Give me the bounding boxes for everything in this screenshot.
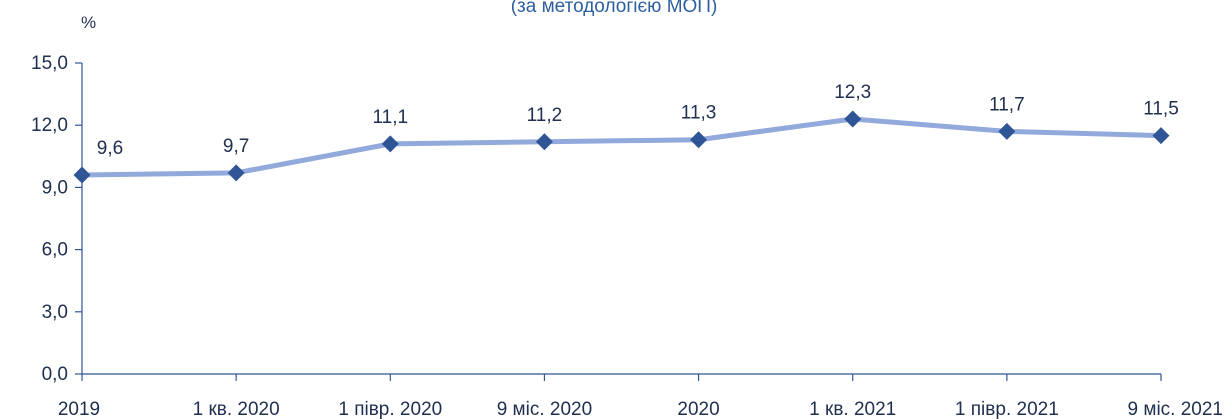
y-tick-label: 6,0 (42, 240, 68, 261)
data-point-marker (690, 131, 708, 149)
data-label: 11,3 (681, 103, 717, 124)
y-tick-label: 12,0 (31, 115, 68, 136)
data-label: 11,1 (372, 107, 408, 128)
x-tick-label: 1 півр. 2021 (955, 399, 1059, 419)
y-tick-label: 3,0 (42, 302, 68, 323)
data-point-marker (73, 166, 91, 184)
data-point-marker (227, 164, 245, 182)
x-tick-label: 2020 (677, 399, 719, 419)
y-tick-label: 9,0 (42, 177, 68, 198)
chart-title: (за методологією МОП) (511, 0, 718, 17)
data-label: 11,5 (1143, 99, 1179, 120)
x-tick-label: 1 кв. 2021 (809, 399, 896, 419)
x-tick-label: 1 кв. 2020 (193, 399, 280, 419)
y-tick-label: 0,0 (42, 364, 68, 385)
data-label: 11,7 (989, 94, 1025, 115)
data-point-marker (535, 133, 553, 151)
series-markers (73, 110, 1170, 184)
series-line (79, 116, 1164, 178)
data-labels: 9,6 9,7 11,1 11,2 11,3 12,3 11,7 11,5 (97, 82, 1179, 159)
y-axis: 0,0 3,0 6,0 9,0 12,0 15,0 (31, 53, 83, 385)
x-tick-label: 1 півр. 2020 (338, 399, 442, 419)
x-tick-label: 2019 (58, 399, 100, 419)
x-axis: 2019 1 кв. 2020 1 півр. 2020 9 міс. 2020 202… (58, 373, 1223, 419)
data-label: 9,6 (97, 138, 123, 159)
y-tick-label: 15,0 (31, 53, 68, 74)
data-label: 12,3 (834, 82, 871, 103)
x-tick-label: 9 міс. 2021 (1128, 399, 1223, 419)
x-tick-label: 9 міс. 2020 (497, 399, 592, 419)
series-line-group (79, 116, 1164, 178)
data-label: 11,2 (527, 105, 563, 126)
data-point-marker (1152, 127, 1170, 145)
data-label: 9,7 (223, 136, 249, 157)
data-point-marker (381, 135, 399, 153)
y-axis-unit-label: % (81, 13, 96, 32)
data-point-marker (844, 110, 862, 128)
data-point-marker (998, 122, 1016, 140)
